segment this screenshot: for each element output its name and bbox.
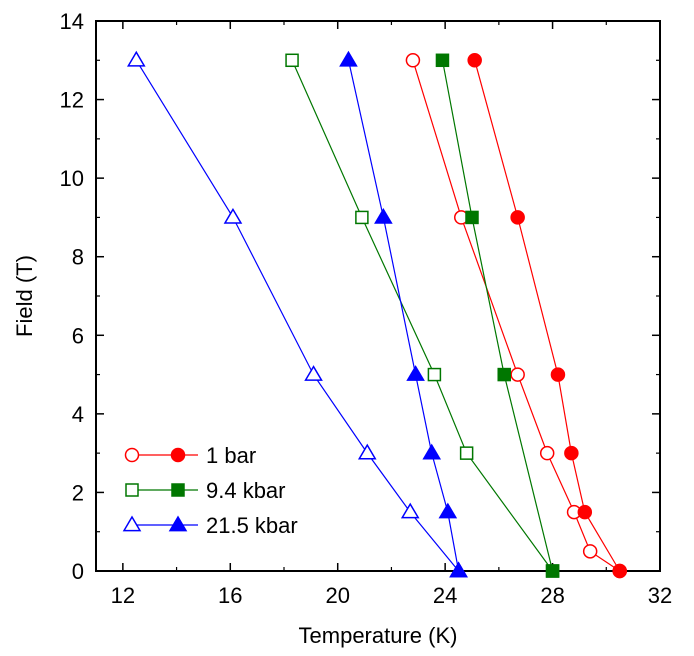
data-point-9-4-kbar-open [355, 210, 369, 225]
data-point-9-4-kbar-filled [545, 564, 560, 578]
y-tick-label: 8 [72, 245, 84, 270]
x-axis-label: Temperature (K) [299, 623, 458, 648]
series-line-9-4-kbar-filled [441, 60, 554, 572]
data-point-1-bar-filled [510, 210, 525, 225]
data-point-9-4-kbar-filled [465, 210, 479, 225]
data-point-21-5-kbar-open [126, 50, 146, 67]
legend-label-21-5-kbar: 21.5 kbar [206, 513, 298, 538]
data-point-9-4-kbar-filled [435, 53, 450, 68]
series-line-9-4-kbar-open [291, 60, 554, 572]
x-tick-label: 16 [218, 583, 242, 608]
y-tick-label: 12 [60, 88, 84, 113]
y-tick-label: 14 [60, 9, 84, 34]
data-point-21-5-kbar-open [304, 365, 323, 381]
data-point-1-bar-filled [577, 504, 593, 520]
data-point-21-5-kbar-filled [339, 50, 358, 67]
x-tick-label: 28 [540, 583, 564, 608]
y-tick-label: 0 [72, 559, 84, 584]
x-tick-label: 12 [111, 583, 135, 608]
x-tick-label: 20 [325, 583, 349, 608]
data-point-21-5-kbar-open [357, 443, 377, 460]
series-line-21-5-kbar-open [135, 59, 460, 572]
series-line-1-bar-filled [474, 60, 621, 572]
data-point-1-bar-open [405, 53, 421, 68]
series-line-1-bar-open [412, 60, 621, 572]
data-point-1-bar-open [510, 367, 525, 382]
y-tick-label: 10 [60, 166, 84, 191]
data-point-1-bar-open [539, 445, 555, 461]
legend: 1 bar 9.4 kbar 21.5 kbar [122, 443, 298, 538]
y-axis-label: Field (T) [12, 255, 37, 337]
legend-marker-open-1-bar [124, 447, 140, 463]
y-tick-label: 6 [72, 323, 84, 348]
legend-marker-filled-21-5-kbar [168, 515, 188, 532]
data-point-1-bar-filled [564, 445, 579, 461]
data-point-9-4-kbar-open [285, 53, 299, 68]
data-point-9-4-kbar-open [427, 367, 442, 382]
data-point-21-5-kbar-filled [406, 365, 425, 381]
data-point-9-4-kbar-open [459, 446, 474, 460]
legend-label-1-bar: 1 bar [206, 443, 256, 468]
x-tick-label: 32 [648, 583, 672, 608]
data-point-1-bar-filled [550, 367, 566, 382]
legend-label-9-4-kbar: 9.4 kbar [206, 478, 286, 503]
legend-marker-open-21-5-kbar [122, 515, 142, 532]
data-point-9-4-kbar-filled [497, 367, 511, 382]
series-layer [126, 50, 627, 579]
y-tick-label: 4 [72, 402, 84, 427]
data-point-21-5-kbar-filled [374, 207, 393, 224]
data-point-21-5-kbar-filled [422, 443, 442, 460]
data-point-21-5-kbar-open [223, 207, 243, 224]
data-point-1-bar-open [582, 544, 598, 559]
x-tick-label: 24 [433, 583, 457, 608]
data-point-21-5-kbar-filled [438, 502, 458, 519]
y-tick-label: 2 [72, 480, 84, 505]
legend-marker-open-9-4-kbar [125, 483, 139, 497]
data-point-1-bar-filled [612, 563, 627, 579]
series-line-21-5-kbar-filled [347, 60, 460, 572]
data-point-21-5-kbar-filled [449, 561, 468, 578]
data-point-21-5-kbar-open [400, 502, 420, 519]
data-point-1-bar-filled [467, 53, 482, 68]
